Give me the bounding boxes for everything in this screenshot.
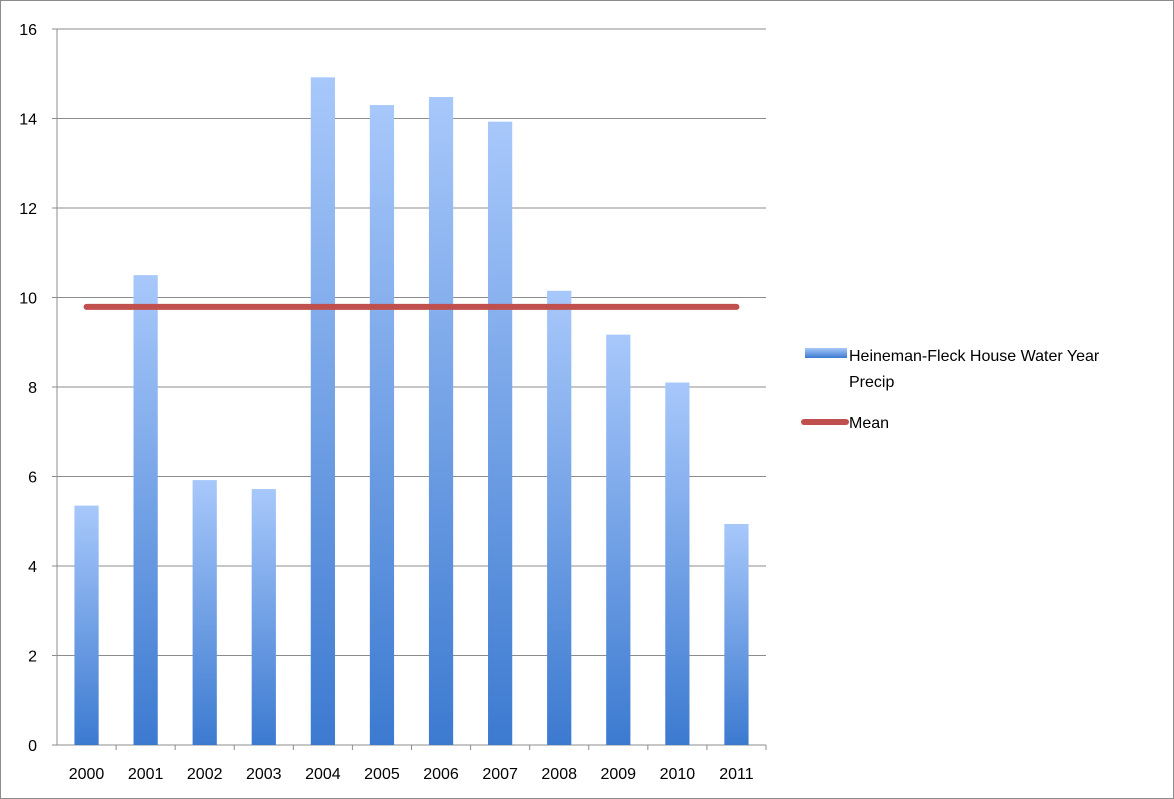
bar-2000 bbox=[74, 505, 99, 745]
y-tick-label: 8 bbox=[28, 380, 37, 397]
y-tick-label: 12 bbox=[19, 201, 37, 218]
x-tick-label: 2007 bbox=[482, 766, 518, 783]
x-tick-label: 2011 bbox=[719, 766, 754, 783]
y-tick-label: 16 bbox=[19, 22, 37, 39]
y-tick-label: 2 bbox=[28, 649, 37, 666]
y-axis-ticks: 0 2 4 6 8 10 12 14 16 bbox=[19, 22, 57, 755]
x-tick-label: 2002 bbox=[187, 766, 223, 783]
y-tick-label: 14 bbox=[19, 112, 37, 129]
bar-2004 bbox=[310, 77, 335, 745]
bar-2007 bbox=[488, 121, 513, 745]
legend-swatch-precip bbox=[805, 348, 847, 358]
y-tick-label: 10 bbox=[19, 291, 37, 308]
legend-label-precip-line2: Precip bbox=[849, 374, 894, 391]
bar-2002 bbox=[192, 480, 217, 745]
legend-label-mean: Mean bbox=[849, 415, 889, 432]
bar-2005 bbox=[369, 105, 395, 745]
bar-2001 bbox=[133, 275, 158, 745]
x-tick-label: 2008 bbox=[541, 766, 577, 783]
x-tick-label: 2010 bbox=[660, 766, 696, 783]
x-tick-label: 2005 bbox=[364, 766, 400, 783]
bar-2006 bbox=[428, 97, 454, 745]
bar-2011 bbox=[724, 523, 749, 745]
x-tick-label: 2009 bbox=[600, 766, 636, 783]
gridlines bbox=[57, 28, 766, 656]
y-tick-label: 4 bbox=[28, 559, 37, 576]
x-tick-label: 2006 bbox=[423, 766, 459, 783]
legend: Heineman-Fleck House Water Year Precip M… bbox=[801, 348, 1100, 432]
x-tick-label: 2003 bbox=[246, 766, 282, 783]
bar-2009 bbox=[606, 334, 631, 745]
x-axis-ticks: 2000 2001 2002 2003 2004 2005 2006 2007 2008 2009… bbox=[69, 745, 767, 783]
y-tick-label: 0 bbox=[28, 738, 37, 755]
legend-label-precip-line1: Heineman-Fleck House Water Year bbox=[849, 348, 1100, 365]
x-tick-label: 2000 bbox=[69, 766, 105, 783]
bar-2010 bbox=[665, 382, 690, 745]
x-tick-label: 2004 bbox=[305, 766, 341, 783]
y-tick-label: 6 bbox=[28, 470, 37, 487]
bars bbox=[74, 77, 749, 745]
bar-2008 bbox=[547, 290, 572, 745]
x-tick-label: 2001 bbox=[128, 766, 164, 783]
bar-2003 bbox=[251, 489, 276, 745]
